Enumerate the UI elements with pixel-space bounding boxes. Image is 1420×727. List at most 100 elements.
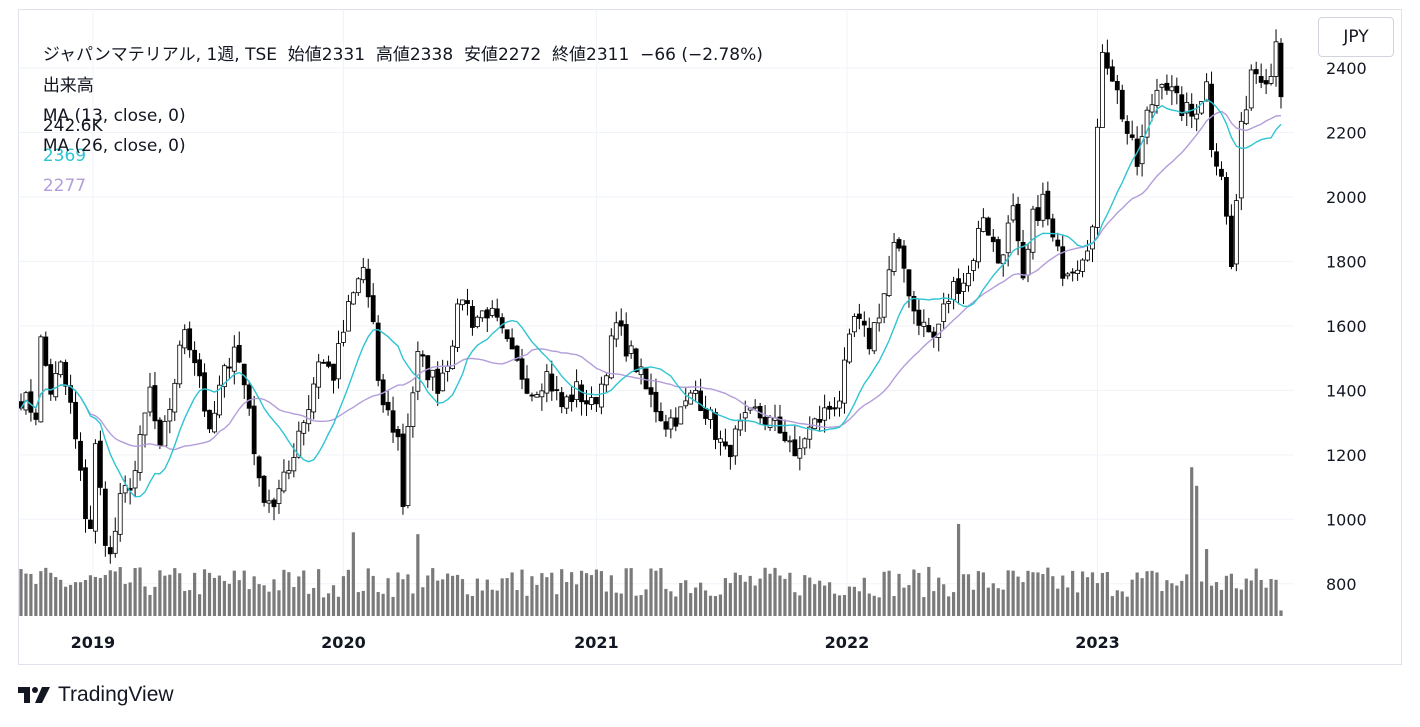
candle-body [787, 440, 793, 443]
candle-body [1119, 89, 1125, 120]
volume-bar [599, 571, 603, 616]
candle-body [276, 488, 282, 504]
volume-bar [649, 568, 653, 616]
candle-body [792, 439, 798, 457]
volume-bar [823, 585, 827, 616]
candle-body [1149, 104, 1155, 113]
candle-body [197, 359, 202, 377]
volume-bar [684, 580, 688, 616]
volume-bar [718, 594, 723, 616]
volume-bar [1011, 570, 1015, 616]
volume-bar [178, 573, 182, 616]
volume-bar [376, 592, 380, 616]
volume-bar [401, 579, 405, 616]
volume-bar [351, 532, 355, 616]
candle-body [594, 396, 599, 405]
candle-body [410, 392, 416, 427]
candle-body [1139, 136, 1145, 165]
volume-bar [158, 570, 162, 616]
volume-bar [510, 572, 514, 616]
volume-bar [113, 571, 117, 616]
volume-bar [545, 577, 549, 616]
volume-bar [183, 591, 187, 616]
volume-bar [69, 584, 73, 616]
x-tick-label: 2022 [825, 633, 870, 652]
volume-bar [1204, 549, 1209, 616]
candle-body [847, 333, 852, 363]
candle-body [1040, 193, 1046, 221]
volume-bar [579, 570, 584, 616]
candle-body [355, 278, 361, 294]
volume-bar [520, 569, 524, 616]
volume-bar [763, 567, 767, 616]
volume-bar [570, 572, 574, 616]
candle-body [842, 359, 847, 404]
volume-bar [927, 566, 931, 616]
volume-bar [793, 592, 797, 616]
candle-body [266, 500, 272, 504]
candle-body [896, 239, 902, 249]
volume-bar [708, 595, 713, 616]
volume-bar [733, 572, 737, 616]
candle-body [346, 301, 351, 332]
volume-bar [540, 573, 544, 616]
volume-bar [411, 593, 415, 616]
volume-bar [168, 574, 172, 616]
volume-bar [59, 579, 63, 616]
volume-bar [133, 568, 137, 616]
volume-bar [669, 591, 673, 616]
candle-body [350, 292, 356, 305]
candle-body [658, 411, 664, 422]
candle-body [718, 438, 723, 443]
volume-bar [1259, 579, 1263, 616]
candle-body [618, 320, 624, 327]
currency-button[interactable]: JPY [1318, 17, 1394, 57]
candle-body [817, 418, 823, 423]
volume-legend: 出来高 242.6K [32, 56, 103, 136]
volume-bar [902, 587, 906, 616]
candle-body [1144, 109, 1150, 138]
candle-body [261, 475, 267, 503]
volume-bar [1190, 467, 1194, 616]
tradingview-logo-icon [18, 687, 50, 703]
volume-bar [1135, 572, 1139, 616]
volume-bar [490, 589, 494, 616]
candle-body [976, 228, 981, 263]
candle-body [1243, 109, 1249, 125]
candle-body [648, 387, 654, 395]
candle-body [762, 416, 768, 426]
candle-body [117, 493, 123, 535]
candle-body [1228, 215, 1234, 268]
volume-bar [193, 572, 197, 616]
candle-body [479, 310, 485, 319]
volume-bar [34, 583, 38, 616]
candle-body [1015, 203, 1021, 242]
candle-body [172, 382, 178, 413]
candle-body [951, 281, 956, 300]
candle-body [673, 417, 679, 427]
volume-bar [331, 585, 336, 616]
candle-body [579, 384, 584, 403]
candle-body [1273, 41, 1279, 77]
candle-body [608, 335, 614, 379]
volume-bar [1105, 571, 1109, 616]
volume-bar [49, 572, 53, 616]
candle-body [519, 358, 525, 380]
volume-bar [594, 569, 599, 616]
candle-body [995, 239, 1001, 264]
tradingview-brand[interactable]: TradingView [18, 683, 174, 707]
volume-bar [887, 570, 891, 616]
x-tick-label: 2023 [1075, 633, 1120, 652]
volume-bar [480, 590, 484, 616]
volume-bar [664, 588, 668, 616]
volume-bar [550, 572, 554, 616]
price-chart[interactable]: 800 1000 1200 1400 1600 1800 2000 2200 2400 2019 2… [19, 10, 1403, 666]
volume-bar [798, 595, 802, 616]
volume-bar [1021, 582, 1025, 616]
volume-bar [19, 569, 23, 616]
volume-bar [808, 577, 812, 616]
volume-bar [1254, 568, 1258, 616]
candle-body [1224, 177, 1229, 217]
volume-bar [609, 575, 613, 616]
candle-body [1090, 226, 1095, 250]
